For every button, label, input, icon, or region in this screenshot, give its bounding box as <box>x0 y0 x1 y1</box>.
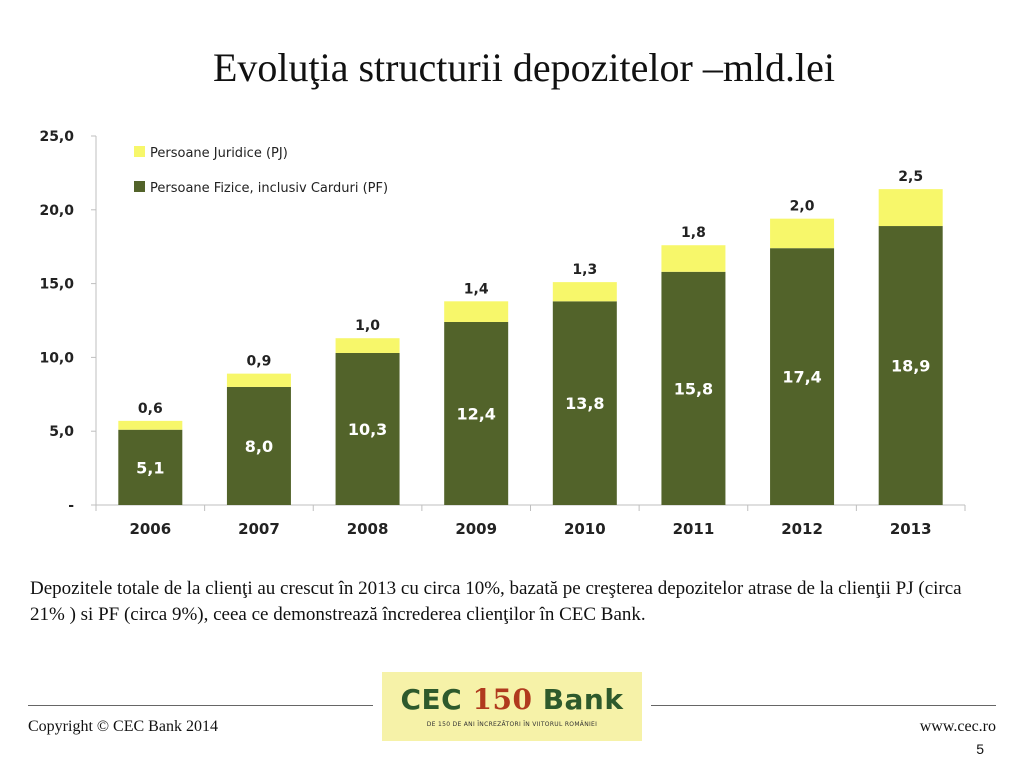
data-label-pf: 8,0 <box>245 437 273 456</box>
bar-pj <box>878 189 943 227</box>
footer-divider-right <box>651 705 996 706</box>
logo-text-150: 150 <box>472 683 533 716</box>
x-tick-label: 2010 <box>564 520 606 538</box>
data-label-pf: 15,8 <box>674 379 713 398</box>
x-tick-label: 2008 <box>347 520 389 538</box>
x-tick-label: 2006 <box>129 520 171 538</box>
logo-text-cec: CEC <box>400 683 463 716</box>
bar-pf <box>878 226 943 505</box>
copyright-text: Copyright © CEC Bank 2014 <box>28 718 218 735</box>
bar-pj <box>770 218 835 249</box>
data-label-pf: 12,4 <box>456 404 495 423</box>
bar-pj <box>552 282 617 302</box>
y-tick-label: 10,0 <box>39 350 74 366</box>
data-label-pj: 2,5 <box>898 169 923 185</box>
logo-text-bank: Bank <box>542 683 624 716</box>
bar-pj <box>226 373 291 387</box>
legend-swatch-pj <box>134 146 145 157</box>
bar-pj <box>444 301 509 322</box>
bar-pj <box>335 338 400 353</box>
y-tick-label: - <box>68 498 74 514</box>
data-label-pf: 5,1 <box>136 458 164 477</box>
y-tick-label: 5,0 <box>49 424 74 440</box>
logo-subtitle: DE 150 DE ANI ÎNCREZĂTORI ÎN VIITORUL RO… <box>426 721 598 728</box>
bar-pf <box>661 271 726 505</box>
logo-wordmark: CEC 150 Bank <box>382 684 642 716</box>
data-label-pj: 0,9 <box>247 354 272 370</box>
x-tick-label: 2012 <box>781 520 823 538</box>
data-label-pf: 18,9 <box>891 357 930 376</box>
data-label-pj: 1,8 <box>681 225 706 241</box>
slide-title: Evoluţia structurii depozitelor –mld.lei <box>212 45 836 90</box>
y-tick-label: 15,0 <box>39 277 74 293</box>
bar-pf <box>335 352 400 505</box>
legend-swatch-pf <box>134 181 145 192</box>
data-label-pj: 1,4 <box>464 281 489 297</box>
website-link[interactable]: www.cec.ro <box>919 718 996 735</box>
x-tick-label: 2009 <box>455 520 497 538</box>
x-tick-label: 2007 <box>238 520 280 538</box>
data-label-pj: 1,0 <box>355 318 380 334</box>
y-tick-label: 25,0 <box>39 129 74 145</box>
footer-divider-left <box>28 705 373 706</box>
data-label-pj: 0,6 <box>138 401 163 417</box>
bar-pf <box>226 386 291 505</box>
data-label-pf: 10,3 <box>348 420 387 439</box>
cec-bank-logo: CEC 150 Bank DE 150 DE ANI ÎNCREZĂTORI Î… <box>382 672 642 741</box>
data-label-pj: 2,0 <box>790 199 815 215</box>
bar-pf <box>444 321 509 505</box>
bar-pj <box>661 245 726 272</box>
page-number: 5 <box>976 741 984 757</box>
x-tick-label: 2013 <box>890 520 932 538</box>
x-tick-label: 2011 <box>673 520 715 538</box>
y-tick-label: 20,0 <box>39 203 74 219</box>
description-text: Depozitele totale de la clienţi au cresc… <box>30 578 962 625</box>
bar-pf <box>770 248 835 505</box>
data-label-pf: 17,4 <box>782 368 821 387</box>
bar-pf <box>552 301 617 505</box>
data-label-pf: 13,8 <box>565 394 604 413</box>
bar-pj <box>118 420 183 430</box>
legend-label-pj: Persoane Juridice (PJ) <box>150 146 288 161</box>
bar-pf <box>118 429 183 505</box>
data-label-pj: 1,3 <box>572 262 597 278</box>
legend-label-pf: Persoane Fizice, inclusiv Carduri (PF) <box>150 181 388 196</box>
stacked-bar-chart: - 5,0 10,0 15,0 20,0 25,0 5,1 0,6 2006 8,0 0,9 2007… <box>39 129 966 538</box>
